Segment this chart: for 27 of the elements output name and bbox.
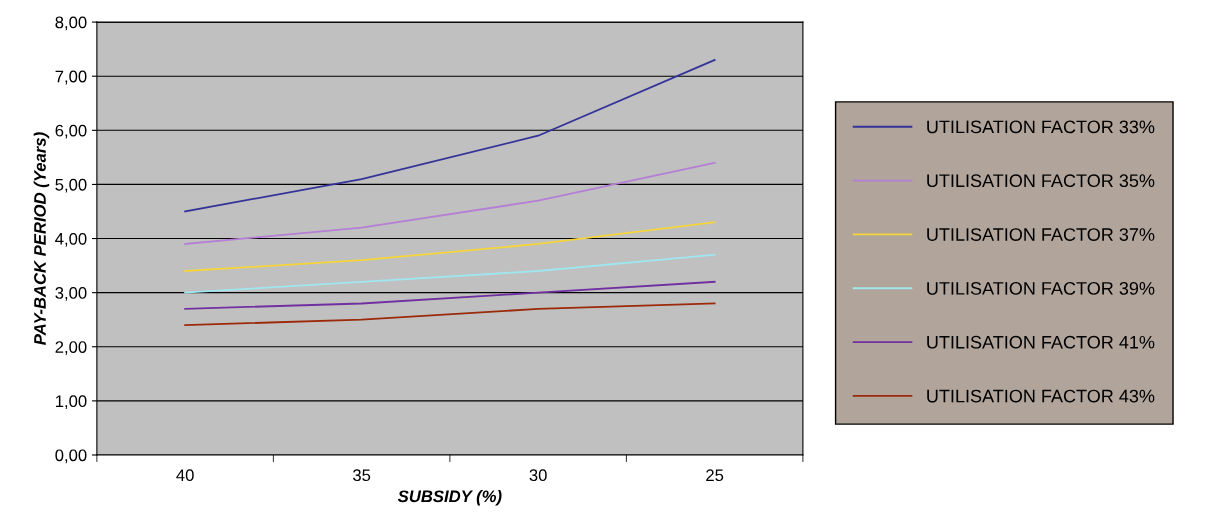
y-tick-label: 3,00: [55, 287, 87, 301]
line-series: [184, 280, 716, 310]
line-series: [184, 302, 716, 327]
legend-label: UTILISATION FACTOR 43%: [927, 389, 1155, 403]
x-tick-label: 40: [176, 469, 194, 482]
y-tick-label: 7,00: [55, 70, 87, 85]
line-series: [184, 161, 716, 245]
legend-label: UTILISATION FACTOR 39%: [927, 281, 1155, 295]
line-series: [184, 253, 716, 294]
x-tick-label: 30: [529, 469, 547, 482]
y-tick-label: 1,00: [55, 395, 87, 410]
legend-label: UTILISATION FACTOR 41%: [927, 335, 1155, 349]
x-tick-label: 25: [706, 469, 724, 482]
line-series: [184, 221, 716, 272]
y-tick-label: 4,00: [55, 232, 87, 247]
legend-label: UTILISATION FACTOR 37%: [927, 228, 1155, 241]
x-tick-label: 35: [353, 469, 371, 482]
legend-label: UTILISATION FACTOR 35%: [927, 174, 1155, 188]
legend-label: UTILISATION FACTOR 33%: [927, 120, 1155, 134]
y-tick-label: 8,00: [55, 16, 87, 31]
y-tick-label: 0,00: [55, 449, 87, 464]
y-tick-label: 6,00: [55, 124, 87, 139]
y-tick-label: 2,00: [55, 341, 87, 355]
x-axis-title: SUBSIDY (%): [397, 489, 502, 506]
y-tick-label: 5,00: [55, 178, 87, 193]
y-axis-title: PAY-BACK PERIOD (Years): [33, 132, 50, 345]
line-series: [184, 59, 716, 213]
